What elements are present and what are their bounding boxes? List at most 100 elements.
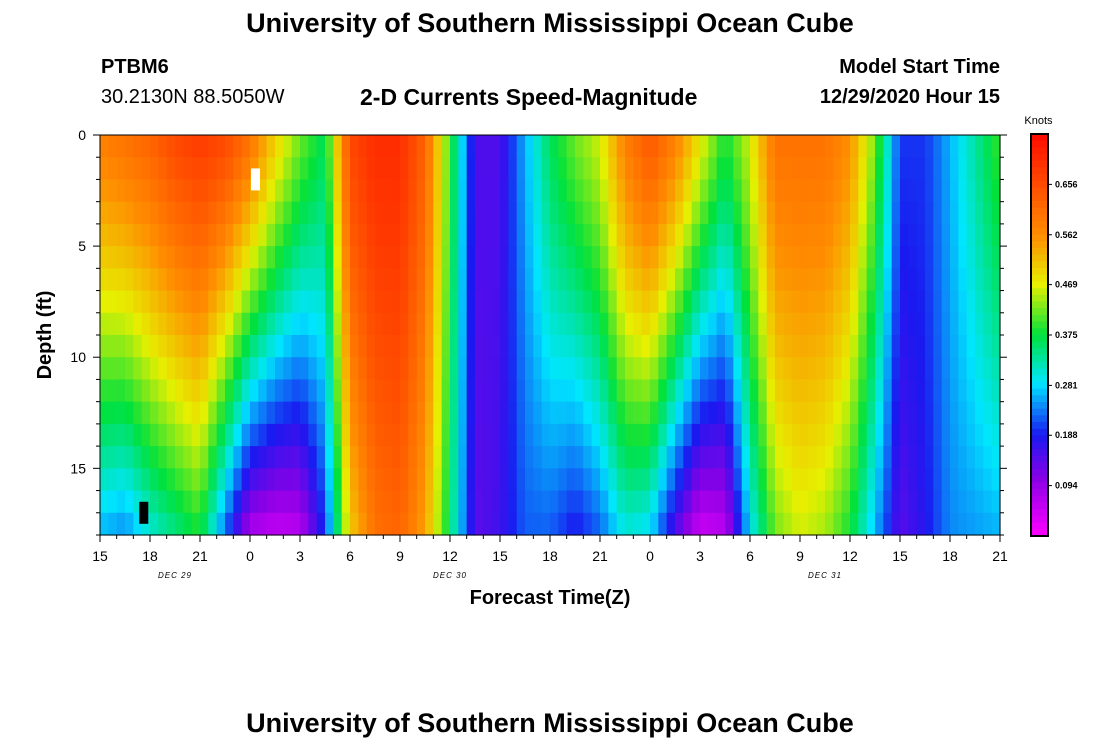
heatmap-cell — [541, 468, 551, 492]
heatmap-cell — [150, 223, 159, 247]
heatmap-cell — [758, 312, 768, 336]
heatmap-cell — [391, 512, 401, 536]
heatmap-cell — [841, 157, 851, 181]
heatmap-cell — [633, 268, 643, 292]
heatmap-cell — [616, 201, 626, 225]
heatmap-cell — [391, 201, 401, 225]
heatmap-cell — [508, 335, 518, 358]
heatmap-cell — [758, 512, 768, 536]
heatmap-cell — [191, 490, 201, 514]
heatmap-cell — [283, 223, 293, 247]
heatmap-cell — [350, 179, 359, 203]
heatmap-cell — [316, 201, 326, 225]
heatmap-cell — [800, 512, 809, 536]
heatmap-cell — [350, 157, 359, 181]
colorbar-segment — [1031, 509, 1048, 517]
heatmap-cell — [358, 446, 368, 469]
colorbar-segment — [1031, 174, 1048, 182]
heatmap-cell — [816, 135, 826, 158]
heatmap-cell — [583, 468, 593, 492]
heatmap-cell — [466, 335, 476, 358]
heatmap-cell — [733, 157, 743, 181]
heatmap-cell — [716, 246, 726, 269]
heatmap-cell — [466, 246, 476, 269]
heatmap-cell — [691, 312, 701, 336]
heatmap-cell — [966, 446, 976, 469]
heatmap-cell — [325, 135, 334, 158]
heatmap-cell — [691, 335, 701, 358]
heatmap-cell — [183, 290, 193, 314]
heatmap-cell — [733, 290, 743, 314]
heatmap-cell — [725, 246, 734, 269]
heatmap-cell — [450, 201, 459, 225]
heatmap-cell — [166, 201, 176, 225]
heatmap-cell — [716, 201, 726, 225]
heatmap-cell — [725, 423, 734, 447]
heatmap-cell — [558, 446, 568, 469]
colorbar-tick-label: 0.656 — [1055, 179, 1078, 189]
heatmap-cell — [875, 135, 884, 158]
heatmap-cell — [800, 335, 809, 358]
heatmap-cell — [675, 157, 684, 181]
heatmap-cell — [166, 223, 176, 247]
heatmap-cell — [608, 423, 618, 447]
heatmap-cell — [866, 246, 876, 269]
heatmap-cell — [441, 268, 451, 292]
heatmap-cell — [841, 490, 851, 514]
heatmap-cell — [975, 401, 984, 425]
heatmap-cell — [300, 312, 309, 336]
heatmap-cell — [900, 423, 909, 447]
heatmap-cell — [683, 357, 693, 381]
heatmap-cell — [925, 490, 934, 514]
heatmap-cell — [225, 512, 234, 536]
heatmap-cell — [300, 490, 309, 514]
heatmap-cell — [933, 379, 943, 403]
heatmap-cell — [975, 423, 984, 447]
heatmap-cell — [150, 201, 159, 225]
heatmap-cell — [100, 290, 109, 314]
heatmap-cell — [300, 446, 309, 469]
heatmap-cell — [175, 512, 184, 536]
heatmap-cell — [333, 135, 343, 158]
heatmap-cell — [283, 446, 293, 469]
heatmap-cell — [900, 468, 909, 492]
heatmap-cell — [175, 423, 184, 447]
colorbar-tick-label: 0.469 — [1055, 280, 1078, 290]
heatmap-cell — [475, 135, 484, 158]
heatmap-cell — [366, 357, 376, 381]
heatmap-cell — [191, 223, 201, 247]
heatmap-cell — [866, 290, 876, 314]
heatmap-cell — [925, 423, 934, 447]
heatmap-cell — [258, 490, 268, 514]
heatmap-cell — [250, 423, 259, 447]
heatmap-cell — [158, 335, 168, 358]
heatmap-cell — [683, 423, 693, 447]
heatmap-cell — [441, 201, 451, 225]
heatmap-cell — [158, 223, 168, 247]
heatmap-cell — [225, 335, 234, 358]
heatmap-cell — [833, 468, 843, 492]
heatmap-cell — [508, 357, 518, 381]
heatmap-cell — [291, 246, 301, 269]
heatmap-cell — [766, 290, 776, 314]
heatmap-cell — [341, 268, 351, 292]
heatmap-cell — [233, 512, 243, 536]
heatmap-cell — [516, 290, 526, 314]
heatmap-cell — [616, 223, 626, 247]
heatmap-cell — [875, 157, 884, 181]
heatmap-cell — [750, 223, 759, 247]
heatmap-cell — [325, 268, 334, 292]
heatmap-cell — [333, 290, 343, 314]
heatmap-cell — [366, 335, 376, 358]
heatmap-cell — [391, 423, 401, 447]
heatmap-cell — [716, 379, 726, 403]
heatmap-cell — [575, 423, 584, 447]
heatmap-cell — [258, 357, 268, 381]
heatmap-cell — [366, 379, 376, 403]
heatmap-cell — [766, 201, 776, 225]
heatmap-cell — [775, 379, 784, 403]
heatmap-cell — [958, 179, 968, 203]
heatmap-cell — [675, 268, 684, 292]
heatmap-cell — [216, 312, 226, 336]
